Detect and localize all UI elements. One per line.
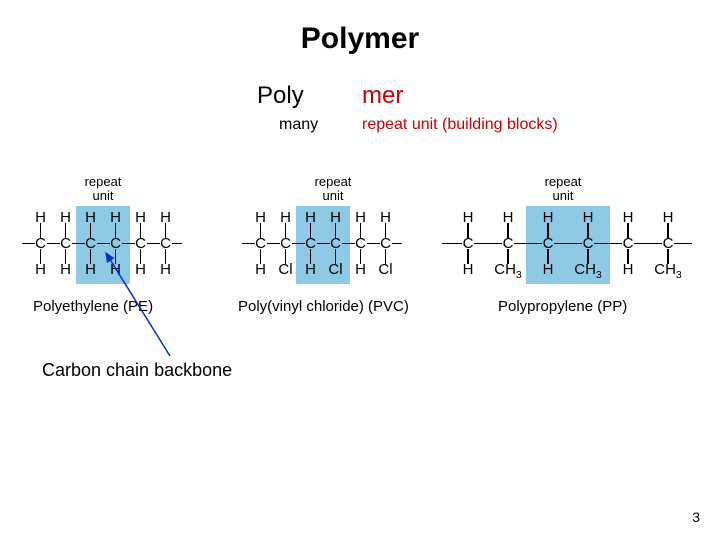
page-number: 3 — [692, 509, 700, 525]
annotation-backbone: Carbon chain backbone — [42, 360, 232, 381]
backbone-arrow — [0, 0, 720, 540]
